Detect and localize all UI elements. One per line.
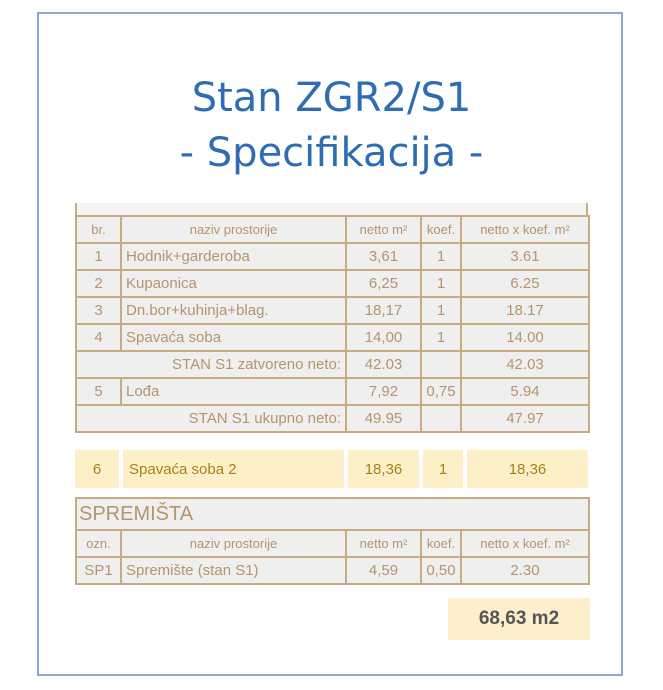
header-cell: br. [75,215,122,244]
table-row: 4 Spavaća soba 14,00 1 14.00 [75,323,590,352]
storage-title: SPREMIŠTA [74,497,591,531]
cell: 49.95 [345,404,422,433]
cell [420,350,462,379]
total-area: 68,63 m2 [448,598,590,640]
cell: 1 [420,269,462,298]
storage-table: SPREMIŠTA ozn. naziv prostorije netto m²… [74,497,591,585]
header-cell: naziv prostorije [120,529,347,558]
cell: 3 [75,296,122,325]
cell: Lođa [120,377,347,406]
cell: 3,61 [345,242,422,271]
header-cell: koef. [420,529,462,558]
header-cell: netto x koef. m² [460,215,590,244]
table-row: 1 Hodnik+garderoba 3,61 1 3.61 [75,242,590,271]
table-row: SP1 Spremište (stan S1) 4,59 0,50 2.30 [75,556,591,585]
cell: 42.03 [460,350,590,379]
cell: 5.94 [460,377,590,406]
cell: STAN S1 zatvoreno neto: [75,350,347,379]
cell: 1 [420,242,462,271]
cell: 18,36 [467,450,588,488]
cell: 1 [423,450,463,488]
cell: 0,75 [420,377,462,406]
cell: 6.25 [460,269,590,298]
cell: 7,92 [345,377,422,406]
subtotal-closed-row: STAN S1 zatvoreno neto: 42.03 42.03 [75,350,590,379]
cell: 6 [75,450,119,488]
cell: Dn.bor+kuhinja+blag. [120,296,347,325]
header-cell: netto x koef. m² [459,529,591,558]
cell: SP1 [75,556,122,585]
table-row: 5 Lođa 7,92 0,75 5.94 [75,377,590,406]
storage-title-row: SPREMIŠTA [74,497,591,531]
table-row: 2 Kupaonica 6,25 1 6.25 [75,269,590,298]
header-cell: netto m² [345,215,422,244]
page-frame [37,12,623,676]
cell: 3.61 [460,242,590,271]
cell: 6,25 [345,269,422,298]
header-cell: naziv prostorije [120,215,347,244]
title-line-2: - Specifikacija - [179,130,484,176]
cell: STAN S1 ukupno neto: [75,404,347,433]
cell: Spavaća soba 2 [123,450,344,488]
added-row: 6 Spavaća soba 2 18,36 1 18,36 [75,450,588,488]
cell: 47.97 [460,404,590,433]
header-cell: netto m² [345,529,422,558]
cell: 42.03 [345,350,422,379]
cell [420,404,462,433]
cell: Spremište (stan S1) [120,556,347,585]
cell: 18.17 [460,296,590,325]
cell: 14.00 [460,323,590,352]
header-cell: ozn. [75,529,122,558]
cell: 1 [75,242,122,271]
cell: 0,50 [420,556,462,585]
cell: 2 [75,269,122,298]
main-table: br. naziv prostorije netto m² koef. nett… [75,215,590,433]
table-row: 3 Dn.bor+kuhinja+blag. 18,17 1 18.17 [75,296,590,325]
cell: 1 [420,296,462,325]
subtotal-total-row: STAN S1 ukupno neto: 49.95 47.97 [75,404,590,433]
cell: 4,59 [345,556,422,585]
table-cut-top [75,203,588,215]
cell: 2.30 [459,556,591,585]
cell: 5 [75,377,122,406]
cell: 14,00 [345,323,422,352]
table-header-row: ozn. naziv prostorije netto m² koef. net… [75,529,591,558]
title-line-1: Stan ZGR2/S1 [191,75,472,121]
cell: 18,36 [348,450,419,488]
cell: Spavaća soba [120,323,347,352]
cell: Hodnik+garderoba [120,242,347,271]
cell: Kupaonica [120,269,347,298]
cell: 18,17 [345,296,422,325]
cell: 4 [75,323,122,352]
cell: 1 [420,323,462,352]
table-header-row: br. naziv prostorije netto m² koef. nett… [75,215,590,244]
header-cell: koef. [420,215,462,244]
